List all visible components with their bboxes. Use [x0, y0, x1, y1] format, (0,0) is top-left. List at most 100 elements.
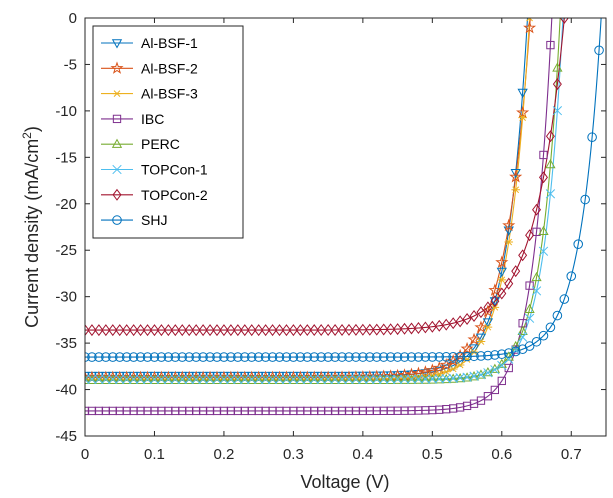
- series-8-point: [365, 352, 375, 362]
- series-8-point: [281, 352, 292, 362]
- legend-box: [92, 25, 244, 239]
- series-5-point: [524, 303, 535, 313]
- series-7-point: [545, 130, 555, 143]
- series-6-point: [149, 374, 160, 384]
- series-7-point: [511, 265, 521, 278]
- series-6-point: [490, 365, 500, 375]
- series-5-point: [86, 374, 98, 384]
- series-6-point: [517, 332, 528, 342]
- series-8-point: [490, 350, 500, 360]
- series-6-point: [524, 313, 535, 323]
- series-8-point: [406, 352, 417, 362]
- series-8-point: [448, 351, 458, 362]
- series-7-point: [455, 315, 465, 328]
- series-7-point: [212, 324, 222, 337]
- series-7-point: [177, 324, 187, 337]
- series-7-point: [247, 324, 257, 337]
- series-7-point: [490, 295, 500, 308]
- series-6-point: [122, 374, 132, 384]
- series-8-point: [497, 349, 507, 359]
- series-5-point: [288, 374, 299, 384]
- series-8-point: [184, 352, 194, 362]
- y-tick-label: -15: [55, 149, 77, 166]
- series-2-point: [495, 255, 509, 268]
- series-8-point: [524, 341, 535, 351]
- x-axis-ticks: 0 0.1 0.2 0.3 0.4 0.5 0.6 0.7: [81, 18, 582, 463]
- series-7-point: [226, 324, 236, 337]
- series-2-point: [474, 320, 488, 334]
- series-7-point: [184, 324, 194, 337]
- series-8-point: [191, 352, 201, 362]
- series-7-point: [386, 323, 396, 336]
- series-8-point: [399, 352, 410, 362]
- series-8-point: [239, 352, 250, 362]
- series-6-point: [260, 374, 271, 384]
- series-8-point: [503, 348, 514, 358]
- legend-marker: [112, 114, 122, 124]
- series-7-point: [552, 78, 562, 91]
- series-7-point: [538, 171, 548, 184]
- series-7-point: [108, 324, 118, 337]
- series-7-point: [268, 324, 278, 337]
- x-tick-label: 0: [81, 446, 89, 463]
- series-5-point: [197, 374, 209, 384]
- series-6-point: [205, 374, 215, 384]
- series-7-point: [198, 324, 208, 337]
- legend: Al-BSF-1 Al-BSF-2 Al-BSF-3 IBC PERC TOPCon-1 T…: [92, 25, 244, 239]
- series-5-point: [420, 374, 431, 384]
- series-7-point: [434, 319, 444, 332]
- series-7-point: [469, 309, 479, 322]
- series-8-point: [87, 352, 97, 362]
- series-7-point: [441, 318, 451, 331]
- series-5-point: [163, 374, 174, 384]
- series-8-point: [351, 352, 361, 362]
- series-6-point: [365, 374, 375, 384]
- series-8-point: [212, 352, 222, 362]
- series-5-point: [489, 363, 501, 373]
- series-5-point: [281, 374, 292, 384]
- series-8-point: [559, 294, 570, 304]
- series-8-point: [531, 336, 542, 347]
- series-8-point: [330, 352, 340, 362]
- series-8-point: [85, 352, 90, 362]
- series-6-point: [441, 373, 451, 384]
- series-7-point: [136, 324, 146, 337]
- series-8-point: [149, 352, 160, 362]
- series-7-point: [115, 324, 125, 337]
- legend-marker: [111, 39, 123, 49]
- series-8-point: [260, 352, 271, 362]
- series-3-point: [455, 361, 465, 369]
- series-4-point: [525, 281, 534, 290]
- series-6-point: [267, 374, 278, 384]
- series-7-point: [163, 324, 173, 337]
- series-5-point: [260, 374, 271, 384]
- series-6-point: [427, 374, 437, 384]
- series-2-point: [516, 105, 530, 119]
- legend-entry-label: Al-BSF-3: [141, 86, 198, 102]
- series-line-4: [85, 18, 553, 412]
- series-5-point: [322, 374, 334, 384]
- series-7-point: [219, 324, 229, 337]
- series-6-point: [552, 106, 563, 116]
- y-axis-label-close: ): [22, 126, 42, 132]
- series-6-point: [358, 374, 368, 384]
- series-6-point: [385, 374, 396, 384]
- series-6-point: [212, 374, 222, 384]
- series-7-point: [295, 324, 305, 337]
- series-5-point: [142, 374, 153, 384]
- series-4-point: [497, 376, 506, 386]
- series-5-point: [295, 374, 306, 384]
- series-5-point: [350, 374, 362, 384]
- series-5-point: [392, 374, 403, 384]
- series-8-point: [274, 352, 285, 362]
- series-7-point: [393, 323, 403, 336]
- series-7-point: [413, 322, 423, 334]
- series-5-point: [302, 374, 313, 384]
- series-6-point: [434, 374, 444, 384]
- series-6-point: [233, 374, 243, 384]
- x-tick-label: 0.2: [214, 446, 235, 463]
- series-5-point: [156, 374, 167, 384]
- series-8-point: [198, 352, 208, 362]
- series-5-point: [218, 374, 230, 384]
